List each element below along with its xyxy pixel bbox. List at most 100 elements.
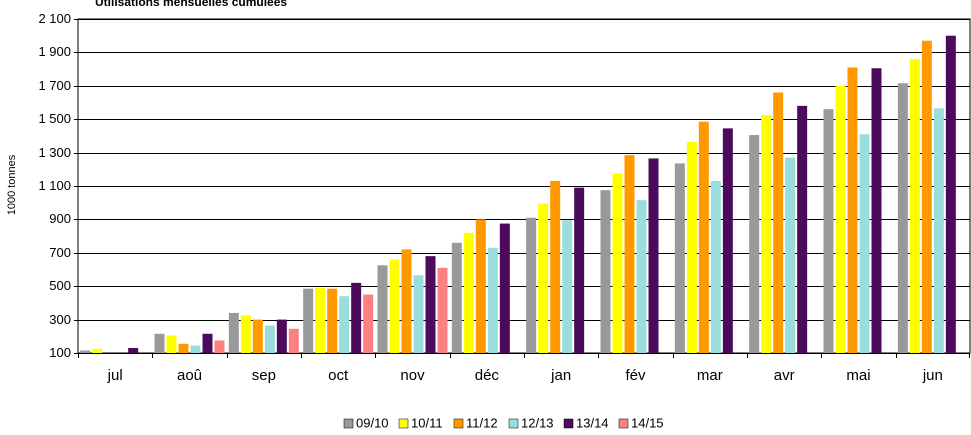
bar-12-13-oct xyxy=(339,296,350,353)
legend-swatch xyxy=(453,418,464,429)
legend-label: 14/15 xyxy=(631,415,664,430)
bar-11-12-fév xyxy=(624,155,635,353)
bar-09-10-avr xyxy=(749,135,760,353)
x-tick-label: mai xyxy=(846,367,870,384)
y-tick-label: 1 500 xyxy=(38,111,71,126)
bar-11-12-mai xyxy=(847,67,858,354)
bar-11-12-aoû xyxy=(178,343,189,353)
legend-swatch xyxy=(563,418,574,429)
bar-11-12-jan xyxy=(550,180,561,353)
bar-11-12-avr xyxy=(773,92,784,353)
legend-swatch xyxy=(618,418,629,429)
bar-09-10-oct xyxy=(303,288,314,353)
y-tick-label: 500 xyxy=(49,278,71,293)
x-tick-label: sep xyxy=(252,367,276,384)
bar-14-15-nov xyxy=(437,267,448,353)
bar-10-11-mai xyxy=(835,85,846,354)
bar-09-10-mar xyxy=(674,163,685,353)
bar-09-10-sep xyxy=(228,312,239,353)
bar-10-11-avr xyxy=(761,115,772,354)
bar-09-10-déc xyxy=(451,242,462,353)
bars xyxy=(80,35,956,354)
y-tick-label: 900 xyxy=(49,211,71,226)
legend: 09/10 10/11 11/12 12/13 13/14 14/15 xyxy=(343,415,664,430)
bar-11-12-nov xyxy=(401,249,412,353)
bar-13-14-aoû xyxy=(202,333,213,353)
bar-13-14-jan xyxy=(574,187,585,353)
bar-12-13-déc xyxy=(487,247,498,353)
bar-13-14-sep xyxy=(276,319,287,353)
x-tick-label: mar xyxy=(697,367,723,384)
axes: 100 300 500 700 900 1 100 1 300 1 500 1 700 1 900… xyxy=(38,11,970,384)
x-tick-label: aoû xyxy=(177,367,202,384)
bar-09-10-fév xyxy=(600,190,611,353)
bar-12-13-mai xyxy=(859,134,870,353)
bar-10-11-jun xyxy=(909,59,920,354)
legend-swatch xyxy=(398,418,409,429)
bar-10-11-oct xyxy=(315,287,326,353)
y-axis-label: 1000 tonnes xyxy=(6,154,18,215)
bar-09-10-jun xyxy=(897,83,908,354)
legend-label: 09/10 xyxy=(356,415,389,430)
chart-title: Utilisations mensuelles cumulées xyxy=(95,0,287,9)
bar-12-13-nov xyxy=(413,275,424,353)
y-tick-label: 1 300 xyxy=(38,145,71,160)
y-tick-label: 2 100 xyxy=(38,11,71,26)
bar-11-12-déc xyxy=(475,219,486,353)
bar-12-13-fév xyxy=(636,200,647,353)
legend-swatch xyxy=(343,418,354,429)
bar-09-10-jan xyxy=(526,217,537,353)
x-tick-label: nov xyxy=(400,367,425,384)
bar-10-11-fév xyxy=(612,173,623,353)
bar-13-14-déc xyxy=(499,223,510,353)
bar-13-14-avr xyxy=(797,105,808,353)
bar-09-10-aoû xyxy=(154,333,165,353)
y-tick-label: 300 xyxy=(49,312,71,327)
bar-10-11-mar xyxy=(686,141,697,353)
bar-13-14-oct xyxy=(351,282,362,353)
bar-13-14-nov xyxy=(425,256,436,353)
x-tick-label: jun xyxy=(922,367,943,384)
bar-14-15-oct xyxy=(363,294,374,353)
bar-12-13-mar xyxy=(710,180,721,353)
bar-10-11-jan xyxy=(538,203,549,353)
y-tick-label: 1 700 xyxy=(38,78,71,93)
x-tick-label: oct xyxy=(328,367,349,384)
legend-label: 13/14 xyxy=(576,415,609,430)
legend-swatch xyxy=(508,418,519,429)
y-tick-label: 1 900 xyxy=(38,44,71,59)
bar-09-10-mai xyxy=(823,109,834,354)
y-tick-label: 100 xyxy=(49,345,71,360)
bar-10-11-sep xyxy=(240,315,251,353)
bar-12-13-avr xyxy=(785,157,796,353)
bar-12-13-aoû xyxy=(190,345,201,353)
bar-09-10-jul xyxy=(80,350,91,353)
bar-12-13-jun xyxy=(933,108,944,353)
y-tick-label: 1 100 xyxy=(38,178,71,193)
bar-11-12-mar xyxy=(698,121,709,353)
bar-13-14-mar xyxy=(722,128,733,353)
x-tick-label: jan xyxy=(550,367,571,384)
bar-12-13-jan xyxy=(562,220,573,353)
bar-12-13-sep xyxy=(264,325,275,353)
legend-label: 10/11 xyxy=(411,415,443,430)
x-tick-label: jul xyxy=(107,367,123,384)
bar-10-11-déc xyxy=(463,232,474,353)
bar-10-11-jul xyxy=(92,348,103,353)
legend-label: 12/13 xyxy=(521,415,554,430)
legend-label: 11/12 xyxy=(466,415,498,430)
bar-11-12-oct xyxy=(327,288,338,353)
bar-14-15-aoû xyxy=(214,340,225,353)
bar-13-14-jun xyxy=(945,35,956,353)
bar-10-11-nov xyxy=(389,259,400,353)
bar-13-14-mai xyxy=(871,68,882,353)
bar-13-14-jul xyxy=(128,347,139,353)
x-tick-label: avr xyxy=(774,367,795,384)
bar-13-14-fév xyxy=(648,158,659,353)
bar-14-15-sep xyxy=(288,328,299,353)
bar-10-11-aoû xyxy=(166,335,177,353)
bar-09-10-nov xyxy=(377,265,388,353)
bar-11-12-jun xyxy=(921,40,932,354)
bar-11-12-sep xyxy=(252,319,263,353)
